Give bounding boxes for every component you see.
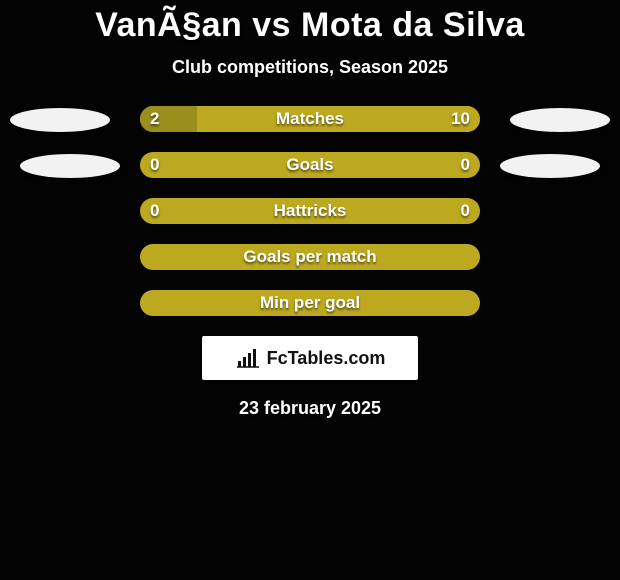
avatar-right: [500, 154, 600, 178]
comparison-rows: Matches210 Goals00 Hattricks00 Goals per ma…: [0, 106, 620, 316]
source-badge: FcTables.com: [202, 336, 418, 380]
bar-segment-left: [140, 106, 197, 132]
bar-track: [140, 290, 480, 316]
avatar-left: [10, 108, 110, 132]
avatar-left: [20, 154, 120, 178]
avatar-right: [510, 108, 610, 132]
bar-chart-icon: [235, 347, 261, 369]
bar-track: [140, 152, 480, 178]
bar-track: [140, 106, 480, 132]
date-text: 23 february 2025: [0, 398, 620, 419]
bar-track: [140, 244, 480, 270]
subtitle: Club competitions, Season 2025: [0, 57, 620, 78]
comparison-row: Goals00: [0, 152, 620, 178]
bar-segment-right: [197, 106, 480, 132]
comparison-row: Goals per match: [0, 244, 620, 270]
page-title: VanÃ§an vs Mota da Silva: [0, 6, 620, 45]
comparison-row: Min per goal: [0, 290, 620, 316]
bar-track: [140, 198, 480, 224]
comparison-row: Matches210: [0, 106, 620, 132]
comparison-row: Hattricks00: [0, 198, 620, 224]
source-badge-text: FcTables.com: [267, 348, 386, 369]
